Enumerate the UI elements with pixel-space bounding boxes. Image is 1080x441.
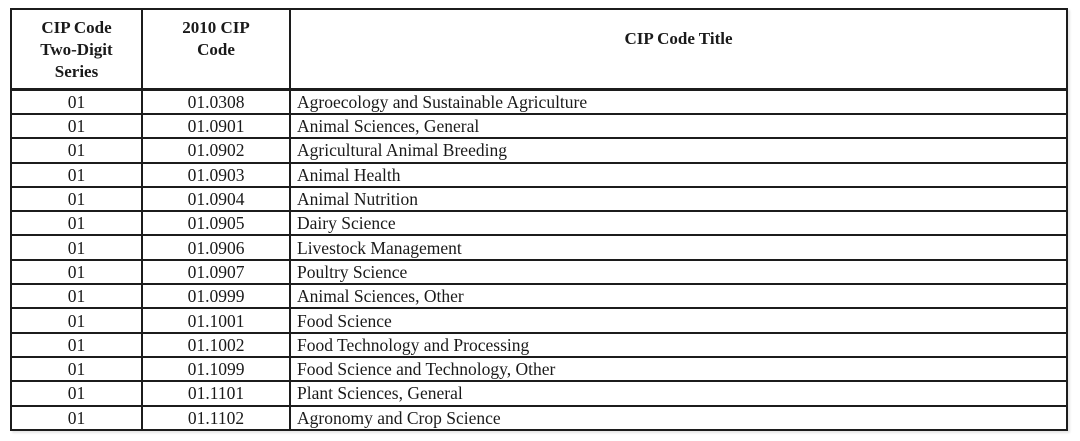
title-cell: Plant Sciences, General	[289, 380, 1068, 407]
code-cell: 01.1101	[141, 380, 291, 407]
title-cell: Food Science and Technology, Other	[289, 355, 1068, 383]
code-cell: 01.0999	[141, 283, 291, 310]
table-row: 01 01.1101 Plant Sciences, General	[10, 380, 1068, 407]
series-cell: 01	[10, 210, 143, 237]
code-cell: 01.1002	[141, 331, 291, 358]
series-cell: 01	[10, 161, 143, 188]
code-cell: 01.1102	[141, 404, 291, 431]
header-2010-cip-code: 2010 CIP Code	[141, 8, 291, 91]
series-cell: 01	[10, 355, 143, 383]
header-cip-code-title: CIP Code Title	[289, 8, 1068, 91]
series-cell: 01	[10, 380, 143, 407]
header-cip-two-digit-series: CIP Code Two-Digit Series	[10, 8, 143, 91]
code-cell: 01.0904	[141, 185, 291, 213]
table-row: 01 01.0902 Agricultural Animal Breeding	[10, 137, 1068, 164]
title-cell: Livestock Management	[289, 234, 1068, 261]
code-cell: 01.0907	[141, 258, 291, 286]
cip-code-table: CIP Code Two-Digit Series 2010 CIP Code …	[10, 8, 1068, 431]
table-row: 01 01.0905 Dairy Science	[10, 210, 1068, 237]
table-row: 01 01.1002 Food Technology and Processing	[10, 331, 1068, 358]
table-row: 01 01.0907 Poultry Science	[10, 258, 1068, 286]
code-cell: 01.0902	[141, 137, 291, 164]
series-cell: 01	[10, 331, 143, 358]
title-cell: Dairy Science	[289, 210, 1068, 237]
title-cell: Animal Sciences, General	[289, 112, 1068, 140]
table-header-row: CIP Code Two-Digit Series 2010 CIP Code …	[10, 8, 1068, 91]
title-cell: Agroecology and Sustainable Agriculture	[289, 88, 1068, 115]
table-body: 01 01.0308 Agroecology and Sustainable Agr…	[10, 88, 1068, 431]
code-cell: 01.1001	[141, 307, 291, 334]
code-cell: 01.0905	[141, 210, 291, 237]
title-cell: Animal Health	[289, 161, 1068, 188]
title-cell: Agronomy and Crop Science	[289, 404, 1068, 431]
code-cell: 01.0901	[141, 112, 291, 140]
table-row: 01 01.0904 Animal Nutrition	[10, 185, 1068, 213]
title-cell: Poultry Science	[289, 258, 1068, 286]
title-cell: Animal Nutrition	[289, 185, 1068, 213]
series-cell: 01	[10, 185, 143, 213]
table-row: 01 01.0903 Animal Health	[10, 161, 1068, 188]
series-cell: 01	[10, 137, 143, 164]
title-cell: Food Science	[289, 307, 1068, 334]
series-cell: 01	[10, 258, 143, 286]
title-cell: Animal Sciences, Other	[289, 283, 1068, 310]
table-row: 01 01.0901 Animal Sciences, General	[10, 112, 1068, 140]
code-cell: 01.1099	[141, 355, 291, 383]
series-cell: 01	[10, 307, 143, 334]
series-cell: 01	[10, 404, 143, 431]
code-cell: 01.0903	[141, 161, 291, 188]
series-cell: 01	[10, 88, 143, 115]
code-cell: 01.0308	[141, 88, 291, 115]
series-cell: 01	[10, 234, 143, 261]
table-row: 01 01.0308 Agroecology and Sustainable Agr…	[10, 88, 1068, 115]
title-cell: Food Technology and Processing	[289, 331, 1068, 358]
title-cell: Agricultural Animal Breeding	[289, 137, 1068, 164]
table-header: CIP Code Two-Digit Series 2010 CIP Code …	[10, 8, 1068, 91]
table-row: 01 01.1001 Food Science	[10, 307, 1068, 334]
table-row: 01 01.0906 Livestock Management	[10, 234, 1068, 261]
table-row: 01 01.1102 Agronomy and Crop Science	[10, 404, 1068, 431]
code-cell: 01.0906	[141, 234, 291, 261]
series-cell: 01	[10, 112, 143, 140]
series-cell: 01	[10, 283, 143, 310]
table-row: 01 01.0999 Animal Sciences, Other	[10, 283, 1068, 310]
table-row: 01 01.1099 Food Science and Technology, Ot…	[10, 355, 1068, 383]
